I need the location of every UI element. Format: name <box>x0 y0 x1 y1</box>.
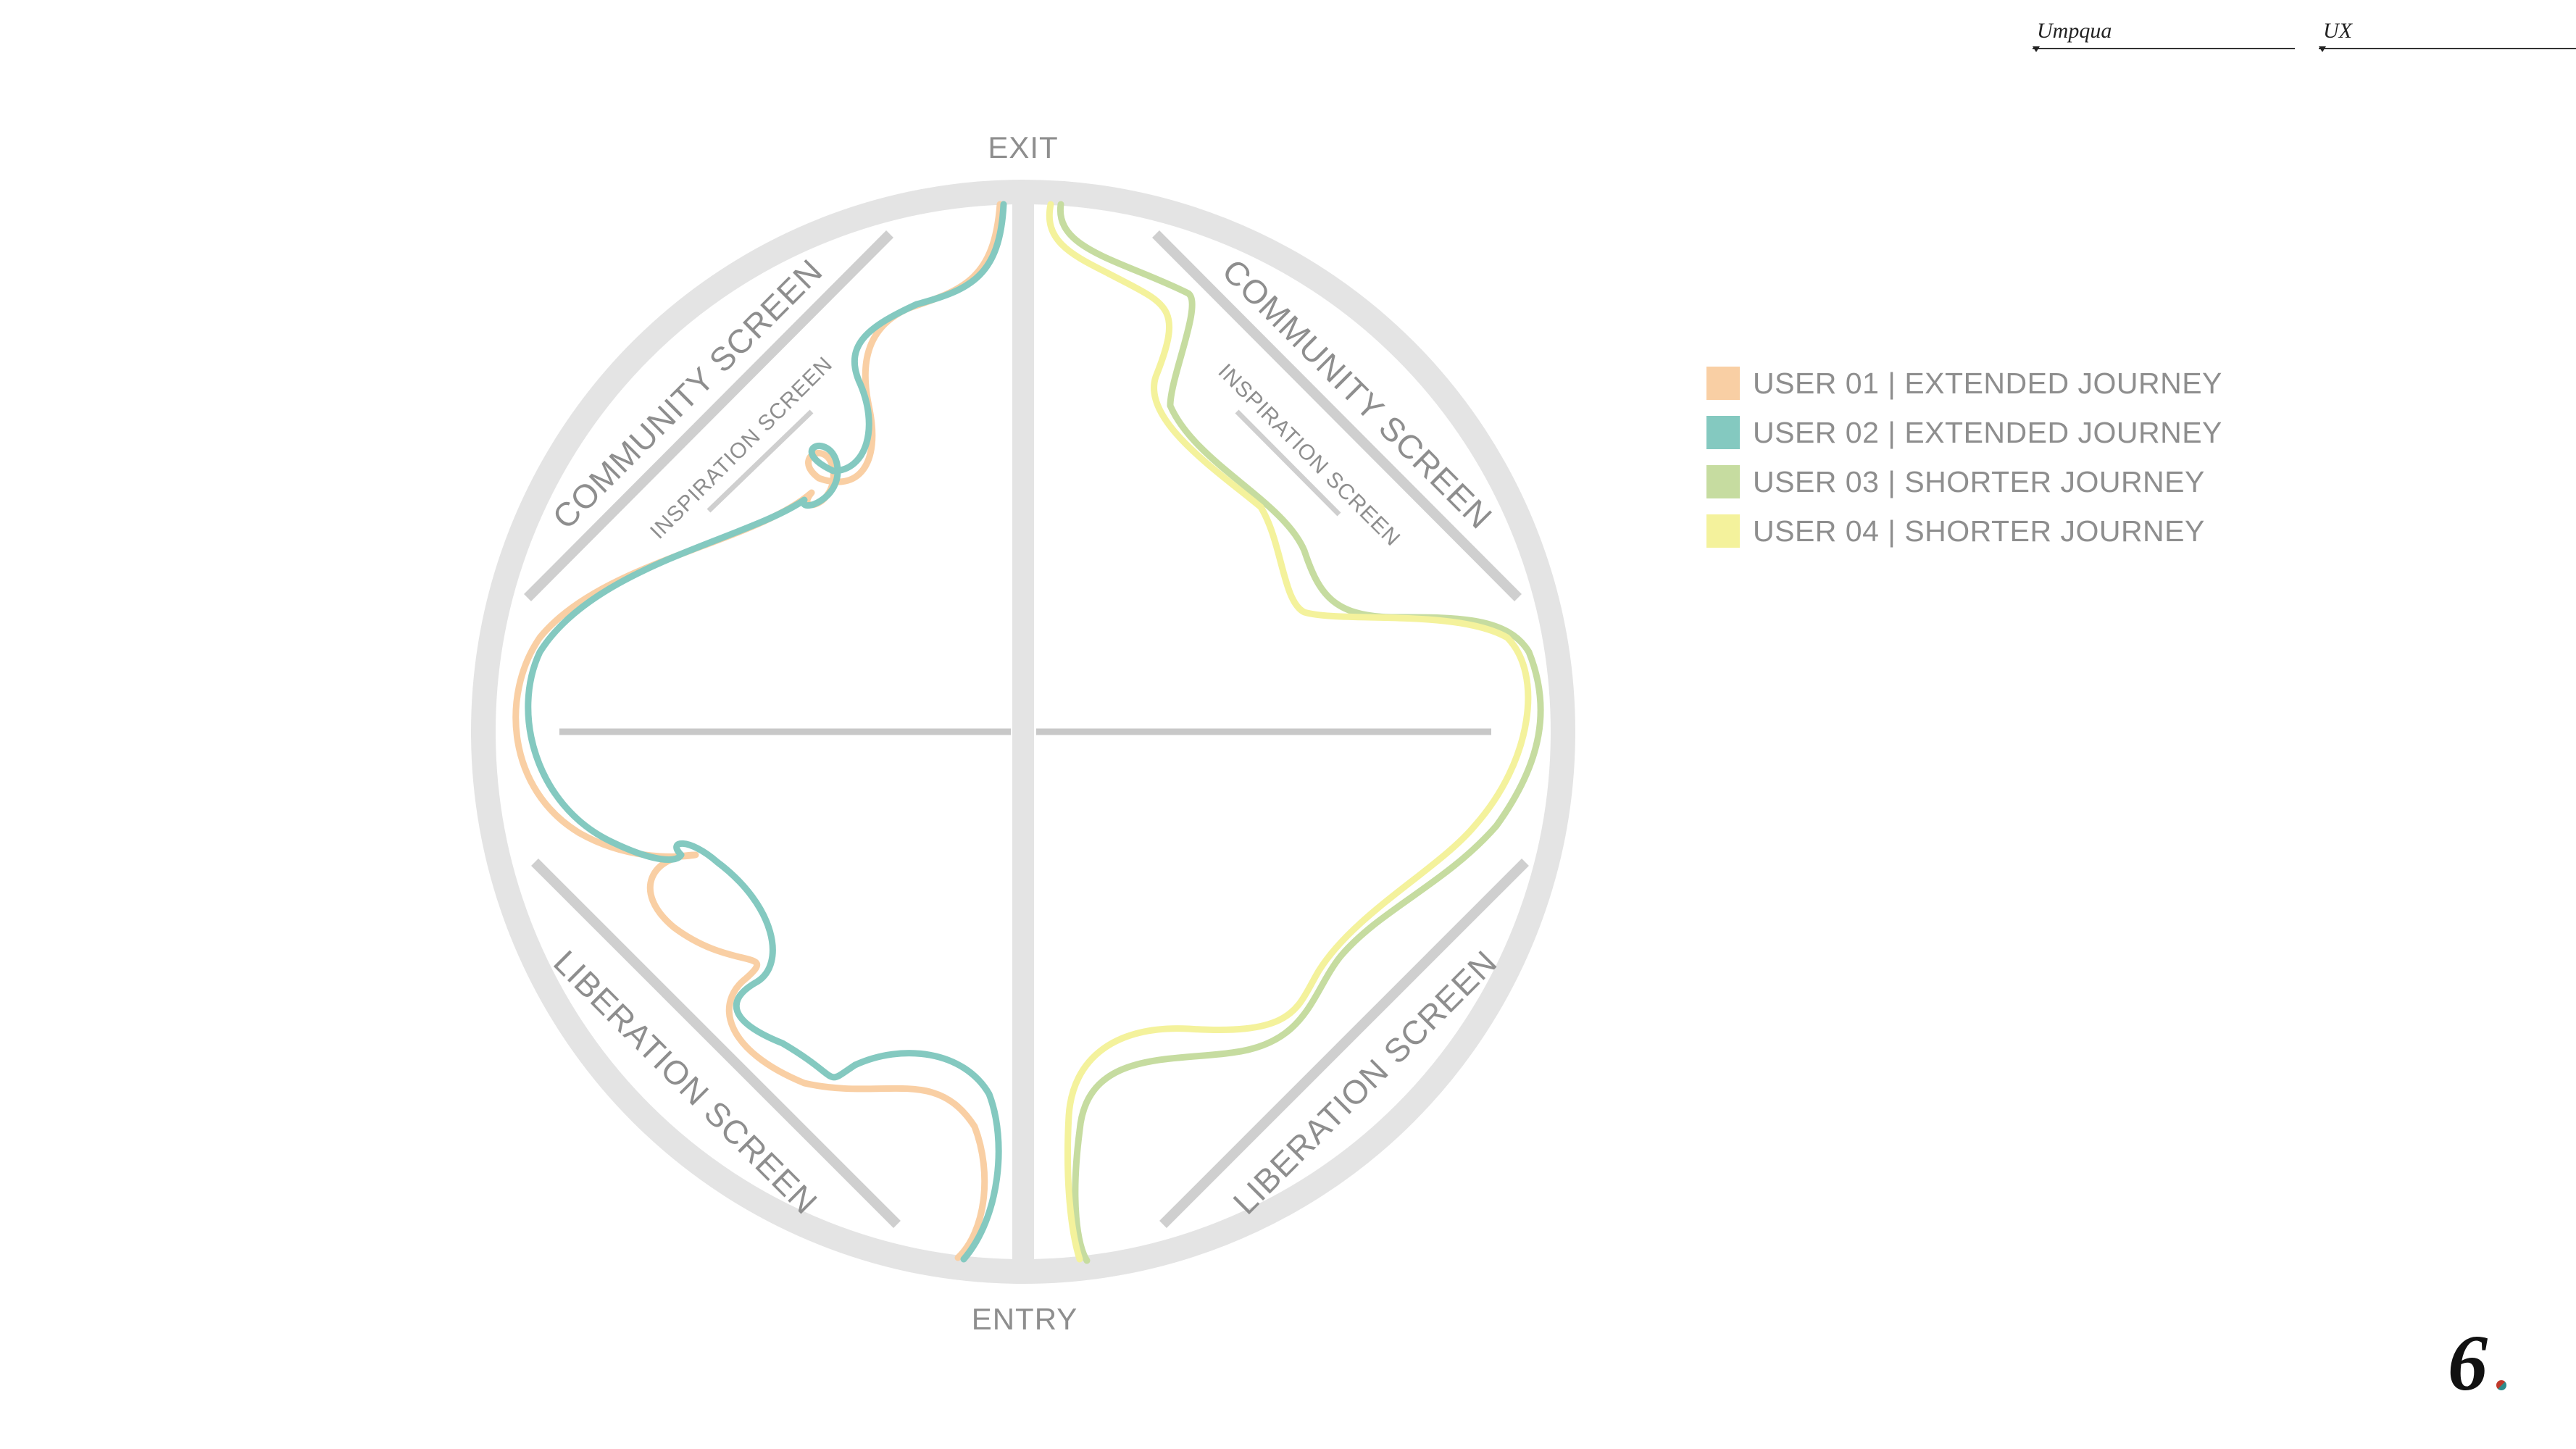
journey-path-user-03 <box>1056 201 1544 1264</box>
community-bar-right <box>1152 230 1522 601</box>
legend-label-user-04: USER 04 | SHORTER JOURNEY <box>1753 514 2205 548</box>
journey-path-user-04 <box>1046 201 1532 1263</box>
legend-item-user-04: USER 04 | SHORTER JOURNEY <box>1706 506 2222 556</box>
exit-label: EXIT <box>988 130 1058 164</box>
journey-path-user-01 <box>512 201 1004 1261</box>
legend: USER 01 | EXTENDED JOURNEY USER 02 | EXT… <box>1706 359 2222 556</box>
logo-dot <box>2496 1380 2506 1390</box>
page-number: 6 <box>2448 1319 2488 1407</box>
inspiration-bar-right <box>1235 409 1341 517</box>
discipline-field-marker <box>2319 46 2326 52</box>
discipline-field: UX <box>2319 19 2576 52</box>
legend-swatch-user-03 <box>1706 465 1740 498</box>
entry-label: ENTRY <box>972 1302 1078 1336</box>
liberation-screen-label-left: LIBERATION SCREEN <box>546 943 825 1222</box>
legend-swatch-user-01 <box>1706 367 1740 400</box>
legend-item-user-02: USER 02 | EXTENDED JOURNEY <box>1706 408 2222 457</box>
legend-label-user-03: USER 03 | SHORTER JOURNEY <box>1753 464 2205 498</box>
legend-swatch-user-02 <box>1706 416 1740 449</box>
community-bar-left <box>524 230 893 601</box>
legend-label-user-02: USER 02 | EXTENDED JOURNEY <box>1753 415 2222 449</box>
liberation-bar-right <box>1159 859 1529 1228</box>
inspiration-bar-left <box>706 409 814 513</box>
liberation-screen-label-right: LIBERATION SCREEN <box>1226 943 1504 1222</box>
discipline-name: UX <box>2323 19 2352 43</box>
project-name: Umpqua <box>2037 19 2112 43</box>
journey-path-user-02 <box>525 201 1007 1263</box>
liberation-bar-left <box>531 859 901 1228</box>
project-field-marker <box>2033 46 2040 52</box>
legend-swatch-user-04 <box>1706 514 1740 548</box>
project-field: Umpqua <box>2033 19 2295 52</box>
legend-item-user-01: USER 01 | EXTENDED JOURNEY <box>1706 359 2222 408</box>
legend-item-user-03: USER 03 | SHORTER JOURNEY <box>1706 457 2222 506</box>
legend-label-user-01: USER 01 | EXTENDED JOURNEY <box>1753 366 2222 400</box>
outer-ring <box>471 180 1575 1284</box>
